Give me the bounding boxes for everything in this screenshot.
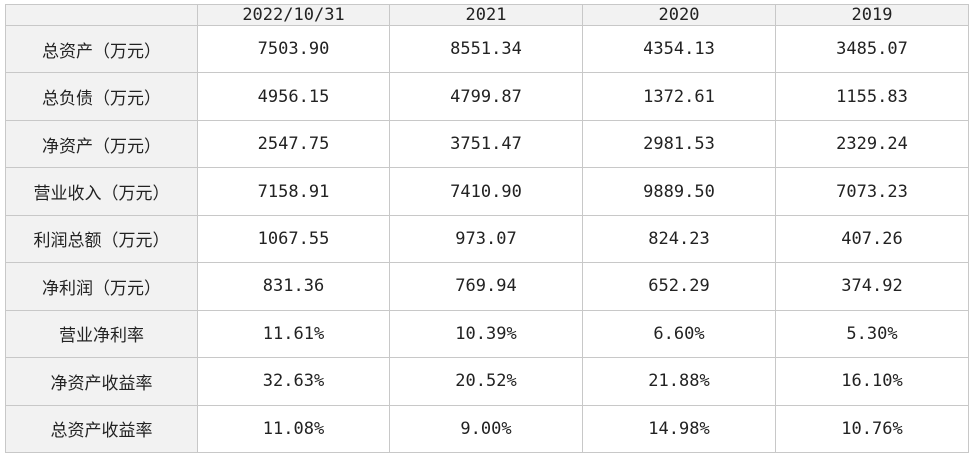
table-row: 营业收入（万元） 7158.91 7410.90 9889.50 7073.23 [5,167,969,216]
table-cell: 11.08% [197,404,390,453]
row-label: 净资产收益率 [5,357,198,406]
table-row: 净资产收益率 32.63% 20.52% 21.88% 16.10% [5,357,969,406]
table-row: 总资产收益率 11.08% 9.00% 14.98% 10.76% [5,404,969,453]
column-header: 2021 [389,4,583,26]
table-cell: 10.76% [775,404,969,453]
table-cell: 2547.75 [197,119,390,169]
row-label: 总资产收益率 [5,404,198,453]
column-header: 2022/10/31 [197,4,390,26]
table-row: 总资产（万元） 7503.90 8551.34 4354.13 3485.07 [5,24,969,74]
table-cell: 831.36 [197,262,390,311]
table-cell: 4354.13 [582,24,776,74]
column-header: 2020 [582,4,776,26]
row-label: 净利润（万元） [5,262,198,311]
table-row: 利润总额（万元） 1067.55 973.07 824.23 407.26 [5,214,969,264]
table-cell: 407.26 [775,214,969,264]
table-cell: 9889.50 [582,167,776,216]
corner-cell [5,4,198,26]
table-cell: 3485.07 [775,24,969,74]
table-cell: 374.92 [775,262,969,311]
table-cell: 21.88% [582,357,776,406]
table-row: 总负债（万元） 4956.15 4799.87 1372.61 1155.83 [5,72,969,121]
table-cell: 7158.91 [197,167,390,216]
table-cell: 652.29 [582,262,776,311]
table-cell: 7073.23 [775,167,969,216]
table-cell: 973.07 [389,214,583,264]
table-cell: 3751.47 [389,119,583,169]
row-label: 总资产（万元） [5,24,198,74]
table-cell: 5.30% [775,309,969,359]
table-cell: 32.63% [197,357,390,406]
table-cell: 1372.61 [582,72,776,121]
table-cell: 1067.55 [197,214,390,264]
table-cell: 8551.34 [389,24,583,74]
table-cell: 4799.87 [389,72,583,121]
table-cell: 7503.90 [197,24,390,74]
table-cell: 11.61% [197,309,390,359]
column-header: 2019 [775,4,969,26]
row-label: 利润总额（万元） [5,214,198,264]
row-label: 营业净利率 [5,309,198,359]
table-cell: 824.23 [582,214,776,264]
financial-summary-table: 2022/10/31 2021 2020 2019 总资产（万元） 7503.9… [5,4,969,453]
table-cell: 2981.53 [582,119,776,169]
table-row: 营业净利率 11.61% 10.39% 6.60% 5.30% [5,309,969,359]
table-cell: 769.94 [389,262,583,311]
table-cell: 20.52% [389,357,583,406]
table-cell: 10.39% [389,309,583,359]
row-label: 总负债（万元） [5,72,198,121]
header-row: 2022/10/31 2021 2020 2019 [5,4,969,26]
table-row: 净资产（万元） 2547.75 3751.47 2981.53 2329.24 [5,119,969,169]
table-cell: 7410.90 [389,167,583,216]
table-cell: 16.10% [775,357,969,406]
table-cell: 4956.15 [197,72,390,121]
table-cell: 14.98% [582,404,776,453]
row-label: 净资产（万元） [5,119,198,169]
row-label: 营业收入（万元） [5,167,198,216]
table-cell: 1155.83 [775,72,969,121]
table-cell: 6.60% [582,309,776,359]
table-cell: 2329.24 [775,119,969,169]
table-row: 净利润（万元） 831.36 769.94 652.29 374.92 [5,262,969,311]
table-cell: 9.00% [389,404,583,453]
